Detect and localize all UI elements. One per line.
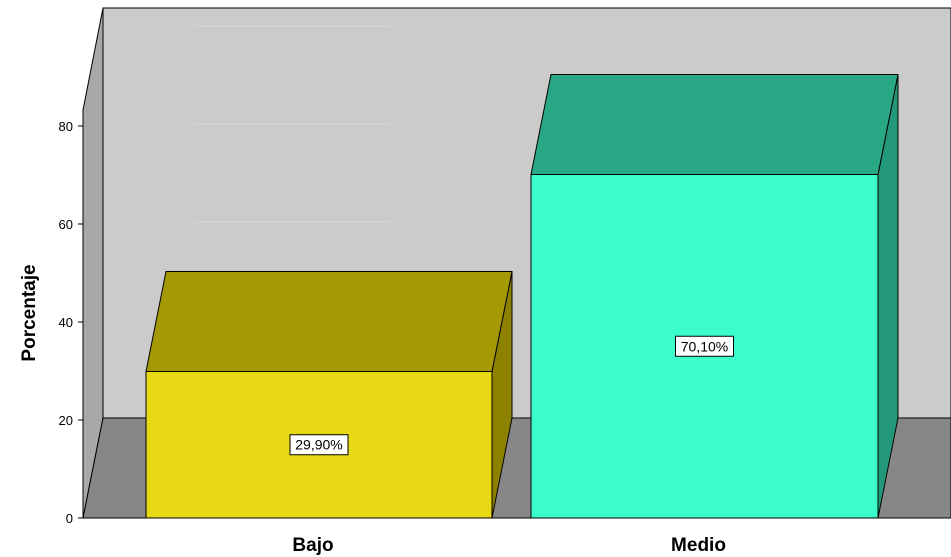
data-label-text-bajo: 29,90% bbox=[295, 437, 342, 453]
y-axis: 0 20 40 60 80 bbox=[59, 110, 84, 526]
y-tick-label-60: 60 bbox=[59, 217, 73, 232]
data-label-text-medio: 70,10% bbox=[681, 338, 728, 354]
y-tick-label-40: 40 bbox=[59, 315, 73, 330]
data-label-bajo: 29,90% bbox=[289, 434, 349, 456]
y-tick-label-20: 20 bbox=[59, 413, 73, 428]
data-label-box-bajo bbox=[289, 434, 349, 456]
y-tick-label-80: 80 bbox=[59, 119, 73, 134]
category-label-medio: Medio bbox=[671, 535, 726, 556]
y-tick-label-0: 0 bbox=[66, 511, 73, 526]
data-label-medio: 70,10% bbox=[675, 335, 734, 357]
y-axis-label: Porcentaje bbox=[19, 264, 40, 361]
category-label-bajo: Bajo bbox=[292, 535, 333, 556]
bar-top-medio bbox=[530, 74, 899, 176]
bar-top-bajo bbox=[145, 270, 513, 372]
labels-group: 29,90% Bajo 70,10% Medio bbox=[289, 335, 734, 556]
data-label-box-medio bbox=[675, 335, 734, 357]
